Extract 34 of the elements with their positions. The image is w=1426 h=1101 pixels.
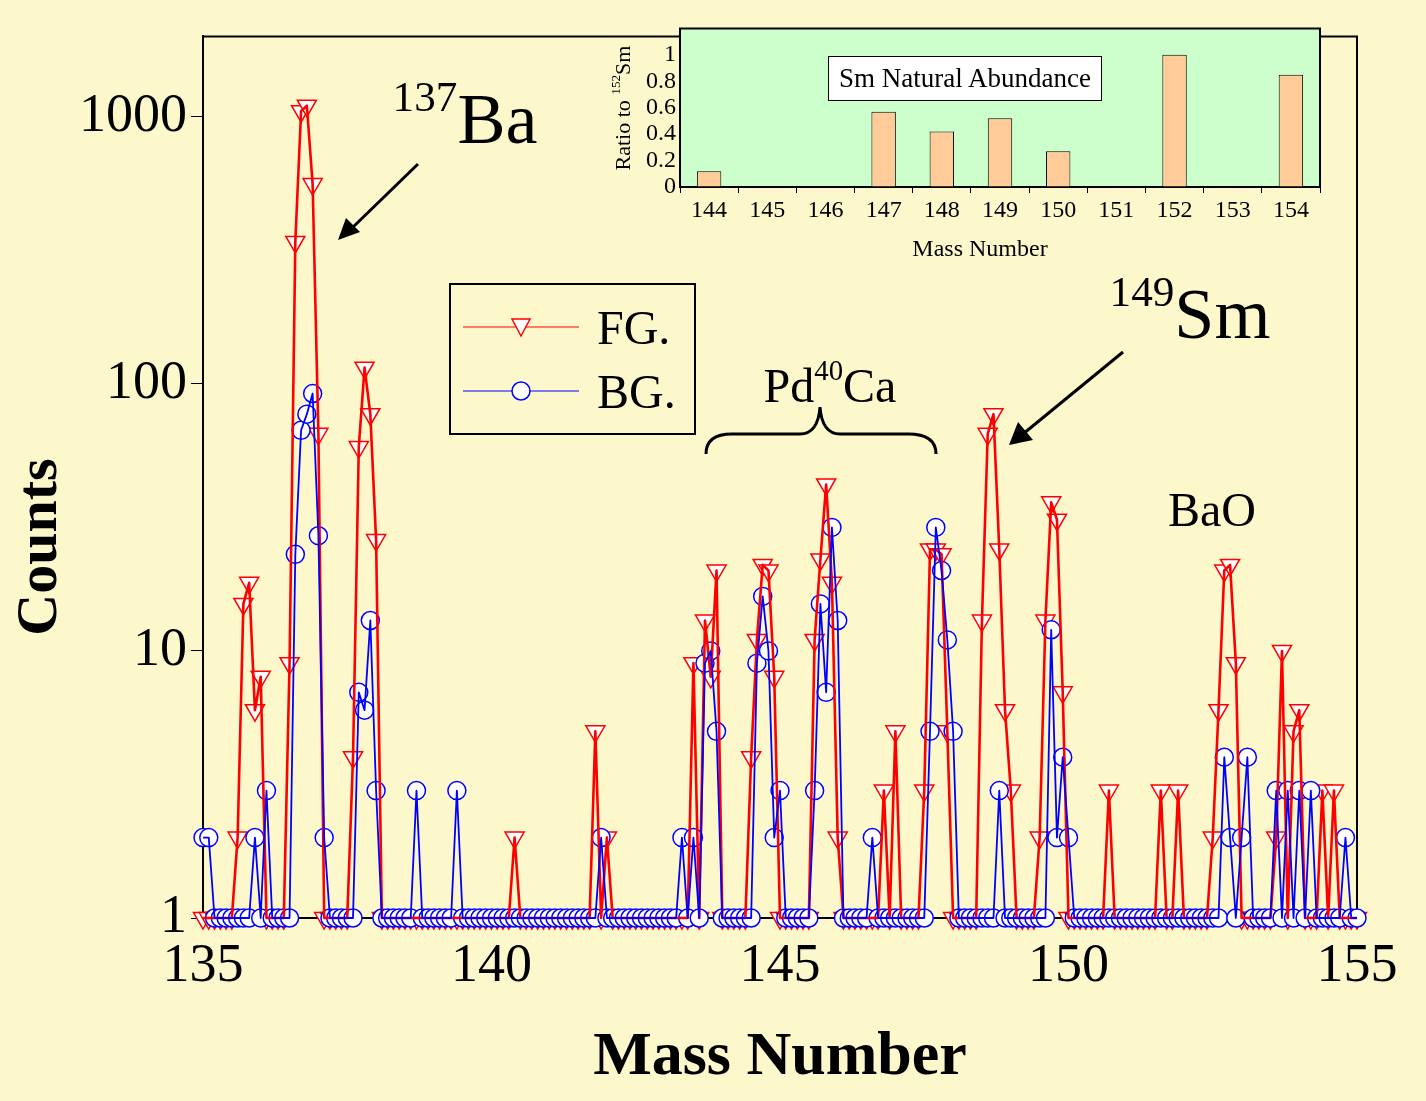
legend-label: BG. bbox=[597, 363, 676, 419]
x-tick-label: 152 bbox=[1156, 195, 1193, 222]
x-tick-label: 151 bbox=[1098, 195, 1135, 222]
x-tick-label: 144 bbox=[691, 195, 728, 222]
x-axis-title: Mass Number bbox=[912, 235, 1048, 262]
x-tick-label: 147 bbox=[865, 195, 902, 222]
x-tick-label: 153 bbox=[1214, 195, 1251, 222]
y-tick-label: 0.4 bbox=[646, 119, 676, 146]
annotation: $^{149}$Sm bbox=[1109, 267, 1271, 355]
x-tick-label: 145 bbox=[739, 932, 821, 993]
legend-label: FG. bbox=[597, 299, 671, 355]
x-tick-label: 154 bbox=[1272, 195, 1309, 222]
x-tick-label: 155 bbox=[1316, 932, 1398, 993]
x-tick-label: 140 bbox=[451, 932, 532, 993]
x-tick-label: 148 bbox=[923, 195, 960, 222]
text: Sm Natural Abundance bbox=[828, 56, 1102, 102]
x-tick-label: 150 bbox=[1028, 932, 1109, 993]
y-tick-label: 0.8 bbox=[646, 66, 676, 93]
x-tick-label: 149 bbox=[982, 195, 1018, 222]
y-tick-label: 0.6 bbox=[646, 93, 676, 119]
y-tick-label: 0.2 bbox=[646, 145, 676, 172]
x-tick-label: 150 bbox=[1040, 195, 1077, 222]
y-tick-label: 100 bbox=[106, 350, 187, 411]
annotation: BaO bbox=[1168, 483, 1256, 536]
y-tick-label: 0 bbox=[664, 172, 676, 199]
y-tick-label: 1000 bbox=[79, 82, 187, 143]
annotation: Pd$^{40}$Ca bbox=[763, 354, 897, 412]
y-tick-label: 10 bbox=[133, 617, 187, 678]
x-tick-label: 146 bbox=[807, 195, 844, 222]
annotation: $^{137}$Ba bbox=[392, 72, 538, 160]
y-axis-title: Counts bbox=[2, 458, 70, 636]
x-tick-label: 145 bbox=[749, 195, 786, 222]
x-axis-title: Mass Number bbox=[593, 1018, 967, 1089]
y-tick-label: 1 bbox=[664, 40, 676, 67]
